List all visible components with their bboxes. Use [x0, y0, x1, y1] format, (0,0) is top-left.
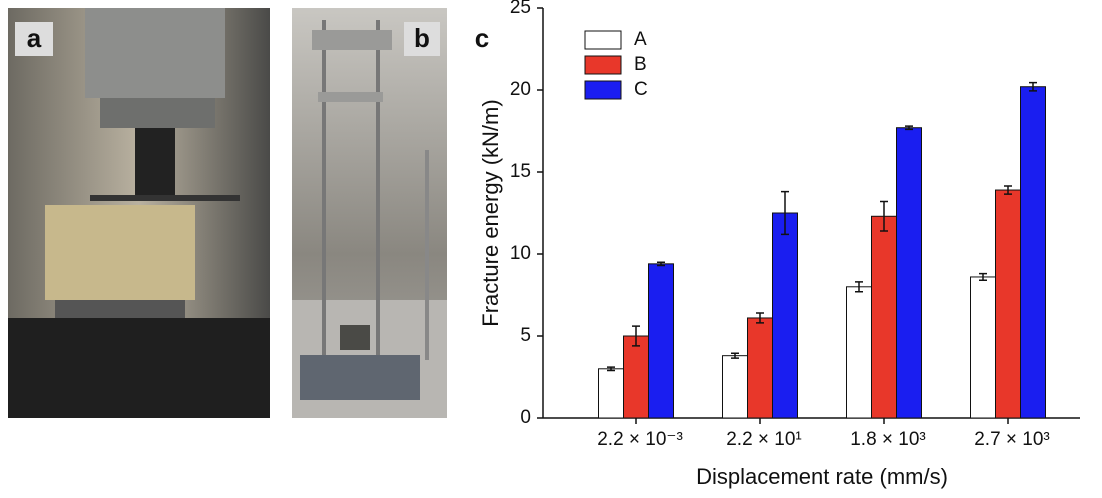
error-bar — [632, 325, 640, 347]
error-bar — [1004, 185, 1012, 195]
legend-swatch — [584, 30, 622, 50]
photo-b — [292, 8, 447, 418]
bar — [722, 355, 748, 419]
bar — [648, 263, 674, 419]
bar — [896, 127, 922, 419]
error-bar — [781, 190, 789, 236]
error-bar — [657, 261, 665, 267]
bar — [995, 189, 1021, 419]
y-tick-label: 20 — [510, 79, 531, 100]
error-bar — [855, 281, 863, 293]
legend-swatch — [584, 55, 622, 75]
bar — [871, 215, 897, 419]
bar — [772, 212, 798, 419]
bar — [623, 335, 649, 419]
panel-label: b — [414, 23, 430, 53]
error-bar — [1029, 81, 1037, 92]
y-tick-label: 25 — [510, 0, 531, 18]
error-bar — [756, 312, 764, 324]
error-bar — [607, 366, 615, 372]
y-tick-label: 15 — [510, 161, 531, 182]
bar — [1020, 86, 1046, 419]
bar — [846, 286, 872, 419]
x-tick-label: 1.8 × 10³ — [850, 429, 926, 450]
x-tick-label: 2.2 × 10⁻³ — [597, 429, 683, 450]
bar — [598, 368, 624, 419]
bar — [970, 276, 996, 419]
y-tick-label: 0 — [520, 407, 531, 428]
legend-label: C — [634, 79, 648, 100]
error-bar — [731, 352, 739, 359]
error-bar — [905, 125, 913, 131]
legend-label: A — [634, 29, 647, 50]
x-tick-label: 2.2 × 10¹ — [726, 429, 802, 450]
y-tick-label: 10 — [510, 243, 531, 264]
y-tick-label: 5 — [520, 325, 531, 346]
photo-a — [8, 8, 270, 418]
panel-label: c — [475, 23, 489, 53]
panel-label: a — [27, 23, 42, 53]
y-axis-title: Fracture energy (kN/m) — [478, 99, 503, 326]
error-bar — [880, 200, 888, 232]
legend-label: B — [634, 54, 647, 75]
error-bar — [979, 272, 987, 281]
bar — [747, 317, 773, 419]
legend-swatch — [584, 80, 622, 100]
x-axis-title: Displacement rate (mm/s) — [696, 464, 948, 489]
x-tick-label: 2.7 × 10³ — [974, 429, 1050, 450]
